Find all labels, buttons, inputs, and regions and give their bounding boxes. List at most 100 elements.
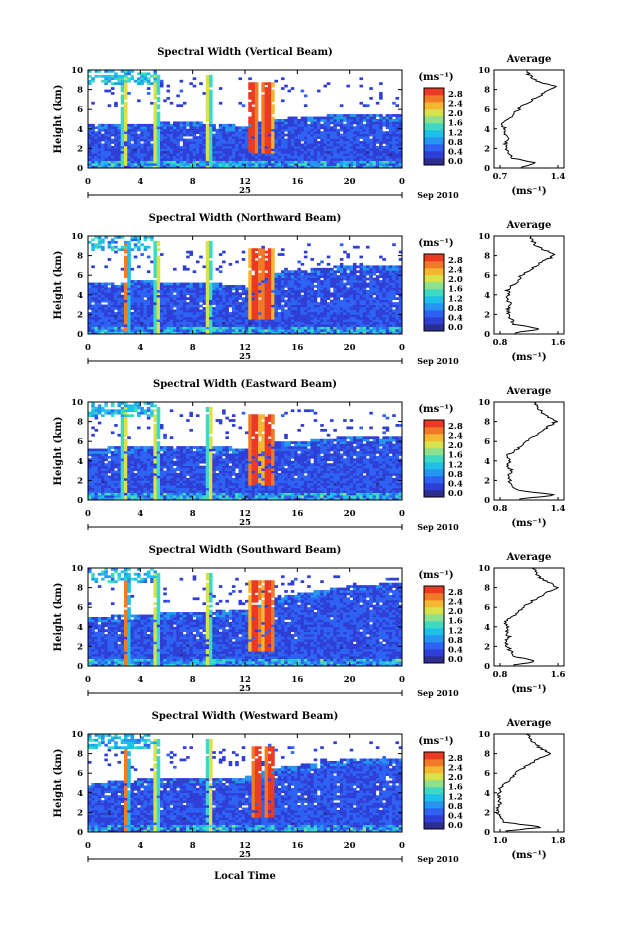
heatmap-cell — [392, 324, 396, 327]
heatmap-cell — [303, 299, 308, 303]
heatmap-cell — [343, 114, 347, 117]
heatmap-cell — [258, 309, 262, 313]
heatmap-cell — [258, 267, 262, 271]
heatmap-cell — [176, 143, 180, 147]
heatmap-cell — [192, 163, 197, 166]
heatmap-cell — [254, 326, 259, 330]
heatmap-cell — [362, 158, 367, 161]
heatmap-cell — [205, 275, 210, 278]
heatmap-cell — [137, 236, 141, 239]
heatmap-cell — [179, 131, 184, 134]
heatmap-cell — [209, 84, 213, 88]
heatmap-cell — [202, 160, 207, 164]
heatmap-cell — [205, 155, 210, 159]
heatmap-cell — [153, 250, 157, 254]
heatmap-cell — [94, 406, 99, 410]
heatmap-cell — [379, 321, 383, 325]
heatmap-cell — [248, 307, 252, 310]
heatmap-cell — [241, 158, 246, 161]
heatmap-cell — [182, 316, 187, 320]
heatmap-cell — [228, 321, 233, 325]
heatmap-cell — [267, 326, 272, 330]
heatmap-cell — [326, 153, 331, 157]
heatmap-cell — [209, 311, 213, 315]
heatmap-cell — [140, 314, 144, 318]
heatmap-cell — [267, 321, 272, 325]
heatmap-cell — [290, 270, 295, 274]
heatmap-cell — [163, 304, 167, 308]
heatmap-cell — [395, 138, 400, 142]
heatmap-cell — [261, 287, 265, 291]
heatmap-cell — [339, 299, 344, 303]
heatmap-cell — [388, 155, 393, 159]
heatmap-cell — [88, 70, 92, 73]
heatmap-cell — [101, 497, 105, 501]
heatmap-cell — [284, 311, 288, 315]
heatmap-cell — [228, 287, 233, 291]
heatmap-cell — [310, 289, 314, 293]
heatmap-cell — [179, 294, 184, 298]
heatmap-cell — [146, 324, 151, 327]
heatmap-cell — [287, 331, 292, 335]
heatmap-cell — [388, 160, 393, 164]
heatmap-cell — [385, 126, 390, 130]
heatmap-cell — [300, 326, 305, 330]
heatmap-cell — [176, 128, 180, 132]
heatmap-cell — [189, 128, 193, 132]
heatmap-cell — [267, 258, 272, 261]
heatmap-cell — [123, 131, 128, 134]
heatmap-cell — [104, 153, 108, 157]
heatmap-cell — [107, 104, 112, 108]
heatmap-cell — [205, 245, 210, 249]
heatmap-cell — [222, 260, 226, 264]
heatmap-cell — [385, 121, 390, 125]
heatmap-cell — [156, 302, 161, 305]
heatmap-cell — [320, 292, 324, 296]
heatmap-cell — [209, 314, 213, 318]
heatmap-cell — [159, 329, 164, 332]
heatmap-cell — [369, 285, 373, 288]
heatmap-cell — [313, 119, 318, 122]
heatmap-cell — [156, 267, 161, 271]
heatmap-cell — [150, 165, 154, 169]
heatmap-cell — [323, 329, 328, 332]
heatmap-cell — [101, 304, 105, 308]
heatmap-cell — [101, 455, 105, 459]
heatmap-cell — [205, 114, 210, 117]
heatmap-cell — [215, 307, 220, 310]
heatmap-cell — [166, 121, 171, 125]
heatmap-cell — [251, 158, 256, 161]
heatmap-cell — [209, 106, 213, 110]
heatmap-cell — [104, 82, 108, 85]
heatmap-cell — [294, 148, 298, 152]
heatmap-cell — [343, 287, 347, 291]
heatmap-cell — [248, 331, 252, 335]
heatmap-cell — [218, 307, 223, 310]
heatmap-cell — [313, 319, 318, 323]
heatmap-cell — [97, 123, 102, 127]
heatmap-cell — [241, 307, 246, 310]
heatmap-cell — [398, 258, 403, 261]
heatmap-cell — [379, 150, 383, 154]
heatmap-cell — [339, 243, 344, 247]
heatmap-cell — [258, 319, 262, 323]
heatmap-cell — [209, 104, 213, 108]
heatmap-cell — [261, 99, 265, 103]
heatmap-cell — [209, 321, 213, 325]
heatmap-cell — [156, 153, 161, 157]
heatmap-cell — [261, 96, 265, 100]
heatmap-cell — [179, 329, 184, 332]
heatmap-cell — [140, 163, 144, 166]
heatmap-cell — [375, 311, 380, 315]
heatmap-cell — [222, 136, 226, 139]
heatmap-cell — [127, 92, 131, 95]
heatmap-cell — [104, 148, 108, 152]
heatmap-cell — [362, 165, 367, 169]
heatmap-cell — [258, 123, 262, 127]
heatmap-cell — [261, 297, 265, 300]
heatmap-cell — [346, 316, 350, 320]
heatmap-cell — [169, 299, 174, 303]
heatmap-cell — [186, 121, 190, 125]
heatmap-cell — [101, 289, 105, 293]
heatmap-cell — [264, 141, 269, 144]
